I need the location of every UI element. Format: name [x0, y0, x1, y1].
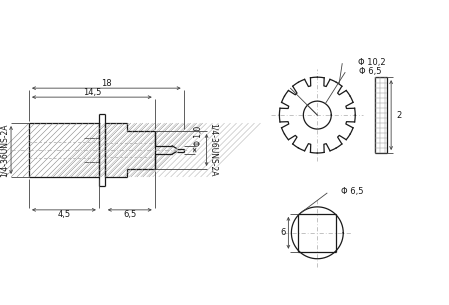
Text: 6: 6: [281, 228, 286, 237]
Text: 1/4-36UNS-2A: 1/4-36UNS-2A: [0, 123, 9, 177]
Text: 2: 2: [396, 111, 402, 120]
Text: 4,5: 4,5: [57, 210, 70, 219]
Text: 6,5: 6,5: [123, 210, 136, 219]
Text: 1/4-36UNS-2A: 1/4-36UNS-2A: [209, 123, 218, 177]
Text: Φ 10,2: Φ 10,2: [358, 58, 386, 67]
Text: 14,5: 14,5: [83, 88, 101, 97]
Text: Φ 1,0: Φ 1,0: [194, 126, 203, 146]
Text: Φ 6,5: Φ 6,5: [359, 67, 382, 76]
Text: 18: 18: [101, 79, 112, 88]
Text: Φ 6,5: Φ 6,5: [341, 187, 364, 196]
